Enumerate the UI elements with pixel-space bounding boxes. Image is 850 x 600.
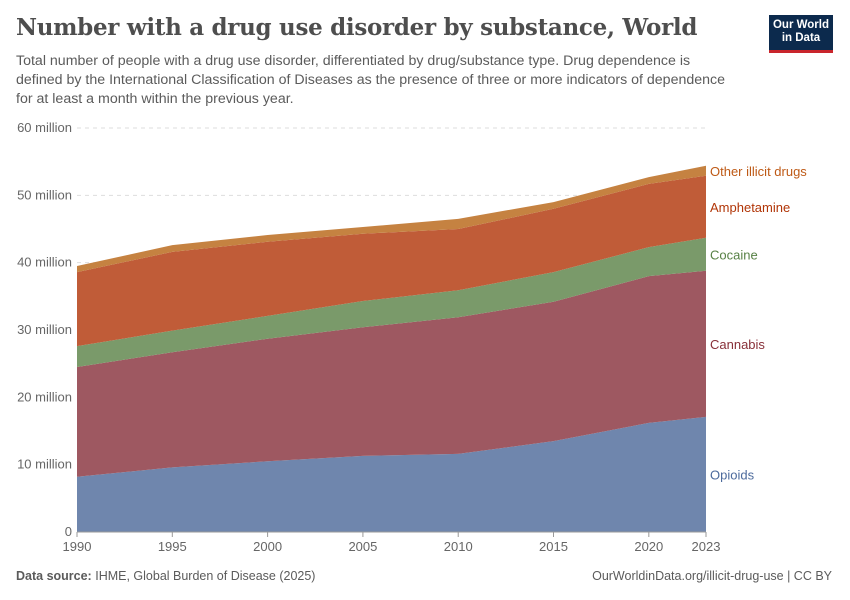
x-tick-label: 2005 (348, 539, 377, 554)
area-cannabis (77, 270, 706, 477)
x-tick-label: 1990 (63, 539, 92, 554)
series-label: Amphetamine (710, 200, 790, 215)
x-tick-label: 2015 (539, 539, 568, 554)
x-tick-label: 2010 (444, 539, 473, 554)
series-label: Opioids (710, 467, 755, 482)
x-tick-label: 2020 (634, 539, 663, 554)
data-source: Data source: IHME, Global Burden of Dise… (16, 569, 315, 583)
series-label: Cannabis (710, 337, 765, 352)
area-cocaine (77, 237, 706, 368)
y-tick-label: 60 million (17, 120, 72, 135)
series-label: Cocaine (710, 247, 758, 262)
y-tick-label: 40 million (17, 255, 72, 270)
area-opioids (77, 416, 706, 532)
chart-subtitle: Total number of people with a drug use d… (16, 53, 726, 107)
y-tick-label: 30 million (17, 322, 72, 337)
y-tick-label: 0 (65, 524, 72, 539)
chart-title: Number with a drug use disorder by subst… (16, 14, 698, 41)
y-tick-label: 10 million (17, 457, 72, 472)
y-tick-label: 50 million (17, 187, 72, 202)
x-tick-label: 2023 (692, 539, 721, 554)
source-label: Data source: (16, 569, 92, 583)
owid-logo[interactable]: Our World in Data (769, 15, 833, 53)
source-text: IHME, Global Burden of Disease (2025) (95, 569, 316, 583)
x-tick-label: 1995 (158, 539, 187, 554)
series-label: Other illicit drugs (710, 164, 807, 179)
x-tick-label: 2000 (253, 539, 282, 554)
area-amphetamine (77, 175, 706, 347)
y-tick-label: 20 million (17, 389, 72, 404)
source-link[interactable]: OurWorldinData.org/illicit-drug-use | CC… (592, 569, 832, 583)
